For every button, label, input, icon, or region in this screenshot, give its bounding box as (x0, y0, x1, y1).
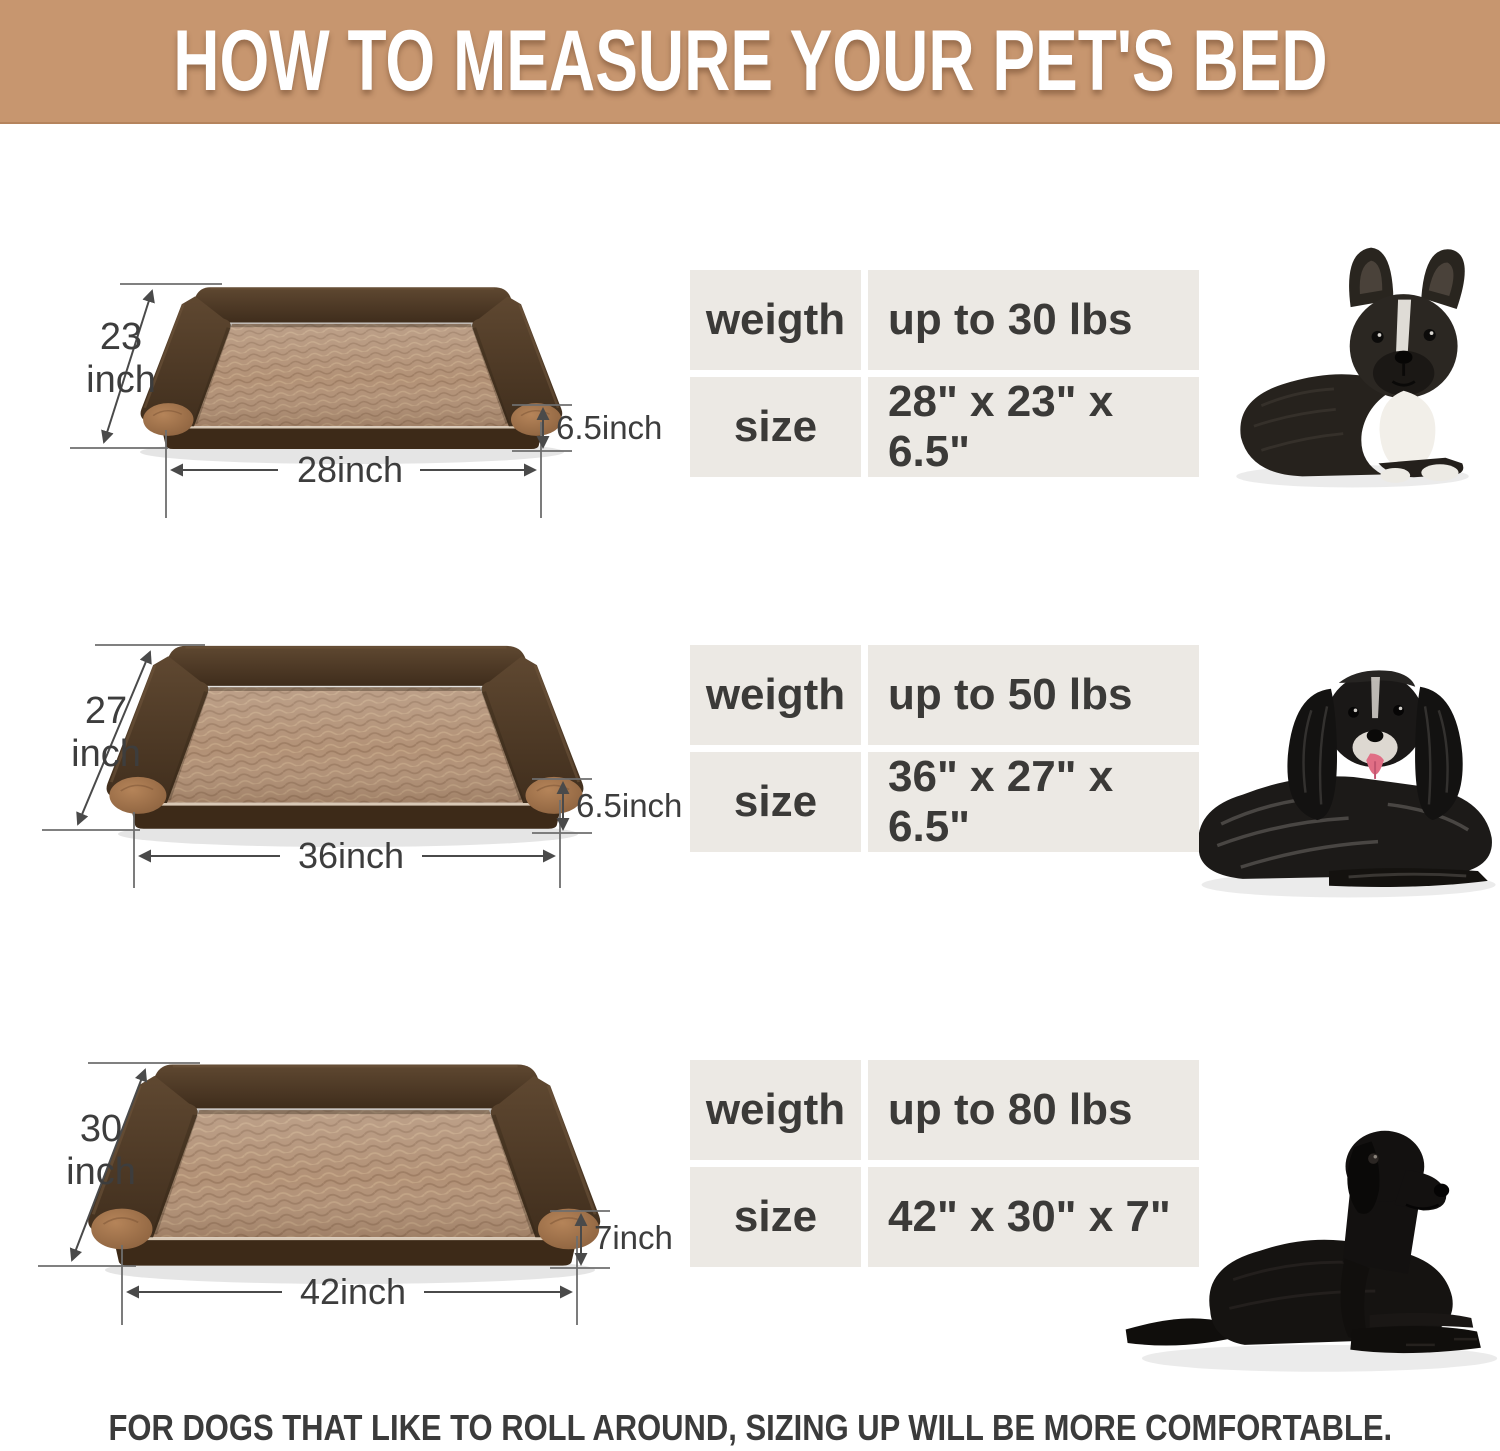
size-value-cell: 42" x 30" x 7" (868, 1167, 1199, 1267)
weight-value-cell: up to 80 lbs (868, 1060, 1199, 1160)
bed-height-label: 6.5inch (556, 408, 663, 446)
bed-depth-label: 23 inch (86, 316, 156, 401)
bed-illustration-medium (107, 646, 584, 847)
weight-label-cell: weigth (690, 270, 861, 370)
bed-depth-label: 27 inch (71, 690, 141, 775)
footer: FOR DOGS THAT LIKE TO ROLL AROUND, SIZIN… (0, 1404, 1500, 1451)
size-value-cell: 28" x 23" x 6.5" (868, 377, 1199, 477)
weight-value-cell: up to 50 lbs (868, 645, 1199, 745)
bed-illustration-large (88, 1065, 600, 1284)
dimension-arrows-large (38, 1062, 610, 1325)
dimension-arrows-medium (42, 644, 592, 888)
weight-value-cell: up to 30 lbs (868, 270, 1199, 370)
bed-height-label: 6.5inch (576, 786, 683, 824)
weight-label-cell: weigth (690, 645, 861, 745)
bed-height-label: 7inch (594, 1218, 673, 1256)
page-title: HOW TO MEASURE YOUR PET'S BED (172, 12, 1328, 109)
banner: HOW TO MEASURE YOUR PET'S BED (0, 0, 1500, 124)
dimension-arrows-small (70, 283, 572, 518)
bed-depth-label: 30 inch (66, 1108, 136, 1193)
bed-width-label: 28inch (296, 448, 404, 490)
size-label-cell: size (690, 1167, 861, 1267)
size-value-cell: 36" x 27" x 6.5" (868, 752, 1199, 852)
footer-note: FOR DOGS THAT LIKE TO ROLL AROUND, SIZIN… (108, 1406, 1392, 1448)
size-label-cell: size (690, 377, 861, 477)
size-label-cell: size (690, 752, 861, 852)
bed-illustration-small (140, 287, 564, 464)
bed-width-label: 36inch (297, 834, 405, 876)
spaniel-photo (1196, 668, 1498, 900)
french-bulldog-photo (1234, 246, 1471, 489)
weight-label-cell: weigth (690, 1060, 861, 1160)
bed-width-label: 42inch (299, 1270, 407, 1312)
